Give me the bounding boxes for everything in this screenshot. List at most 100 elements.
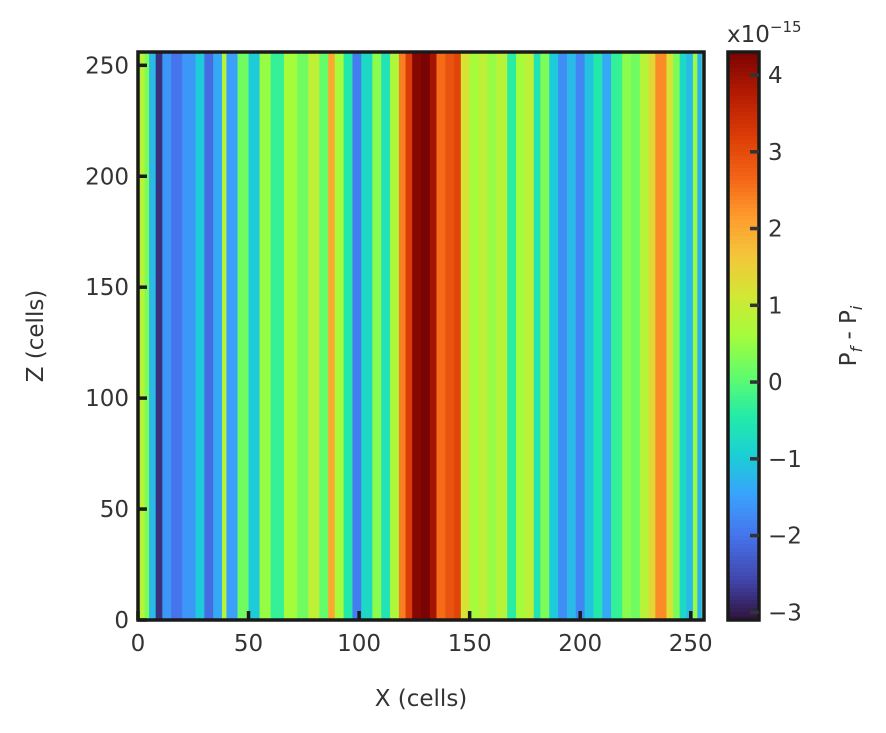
colorbar-strip [728,560,759,565]
heatmap-column [195,52,205,620]
heatmap-column [144,52,150,620]
colorbar-strip [728,316,759,321]
colorbar-strip [728,484,759,489]
colorbar-strip [728,204,759,209]
colorbar-strip [728,596,759,601]
colorbar-label: Pf - Pi [836,305,866,366]
colorbar-strip [728,328,759,333]
colorbar-strip [728,124,759,129]
heatmap-column [283,52,298,620]
colorbar-tick-label: 2 [768,217,783,243]
heatmap-column [692,52,698,620]
colorbar-strip [728,108,759,113]
colorbar-strip [728,76,759,81]
x-axis-label: X (cells) [375,686,468,712]
colorbar-strip [728,172,759,177]
heatmap-column [507,52,517,620]
colorbar-strip [728,212,759,217]
colorbar-strip [728,64,759,69]
colorbar-strip [728,80,759,85]
colorbar-strip [728,416,759,421]
colorbar-strip [728,260,759,265]
colorbar-strip [728,344,759,349]
colorbar-strip [728,436,759,441]
colorbar-strip [728,576,759,581]
colorbar-strip [728,100,759,105]
y-tick-label: 200 [85,164,129,190]
colorbar-strip [728,544,759,549]
colorbar-strip [728,88,759,93]
colorbar-strip [728,308,759,313]
heatmap-column [566,52,577,620]
colorbar-strip [728,548,759,553]
colorbar-strip [728,244,759,249]
colorbar-strip [728,352,759,357]
heatmap-column [611,52,623,620]
y-tick-label: 100 [85,386,129,412]
colorbar-strip [728,384,759,389]
colorbar-strip [728,92,759,97]
colorbar-tick-label: −1 [768,447,802,473]
x-tick-label: 250 [669,631,713,657]
heatmap-column [162,52,172,620]
colorbar-strip [728,396,759,401]
colorbar-tick-label: 4 [768,63,783,89]
colorbar-strip [728,460,759,465]
colorbar-strip [728,368,759,373]
colorbar-strip [728,56,759,61]
colorbar-strip [728,508,759,513]
colorbar-strip [728,428,759,433]
colorbar-strip [728,584,759,589]
heatmap-column [319,52,329,620]
heatmap-column [679,52,687,620]
heatmap-column [270,52,285,620]
colorbar-offset-base: x10 [727,22,770,48]
heatmap-column [412,52,422,620]
colorbar-label-sub-f: f [847,345,866,353]
colorbar-strip [728,72,759,77]
colorbar-tick-label: −3 [768,600,802,626]
heatmap-columns [138,52,704,620]
colorbar-strip [728,412,759,417]
y-tick-label: 150 [85,275,129,301]
colorbar-frame [726,50,761,622]
heatmap-column [496,52,508,620]
colorbar-strip [728,580,759,585]
heatmap-column [673,52,681,620]
heatmap-column [372,52,382,620]
colorbar-strip [728,456,759,461]
x-tick-label: 100 [337,631,381,657]
colorbar-strip [728,400,759,405]
heatmap-column [334,52,345,620]
colorbar-strip [728,468,759,473]
colorbar-strip [728,164,759,169]
colorbar-strip [728,248,759,253]
heatmap-column [445,52,455,620]
heatmap-column [149,52,157,620]
heatmap-column [361,52,373,620]
colorbar-strip [728,268,759,273]
colorbar-gradient [728,52,759,621]
colorbar-strip [728,500,759,505]
heatmap-column [226,52,238,620]
colorbar-label-sub-i: i [847,305,866,310]
heatmap-column [639,52,650,620]
colorbar-strip [728,476,759,481]
heatmap-column [469,52,479,620]
heatmap-column [593,52,603,620]
heatmap-column [686,52,694,620]
colorbar-strip [728,168,759,173]
y-tick-label: 0 [114,608,129,634]
colorbar-strip [728,356,759,361]
colorbar-strip [728,532,759,537]
heatmap-column [460,52,471,620]
colorbar-strip [728,444,759,449]
colorbar-strip [728,440,759,445]
heatmap-column [655,52,667,620]
colorbar-strip [728,404,759,409]
colorbar-label-mid: - P [836,310,862,347]
heatmap-column [308,52,320,620]
colorbar-strip [728,348,759,353]
colorbar-strip [728,472,759,477]
colorbar-strip [728,408,759,413]
